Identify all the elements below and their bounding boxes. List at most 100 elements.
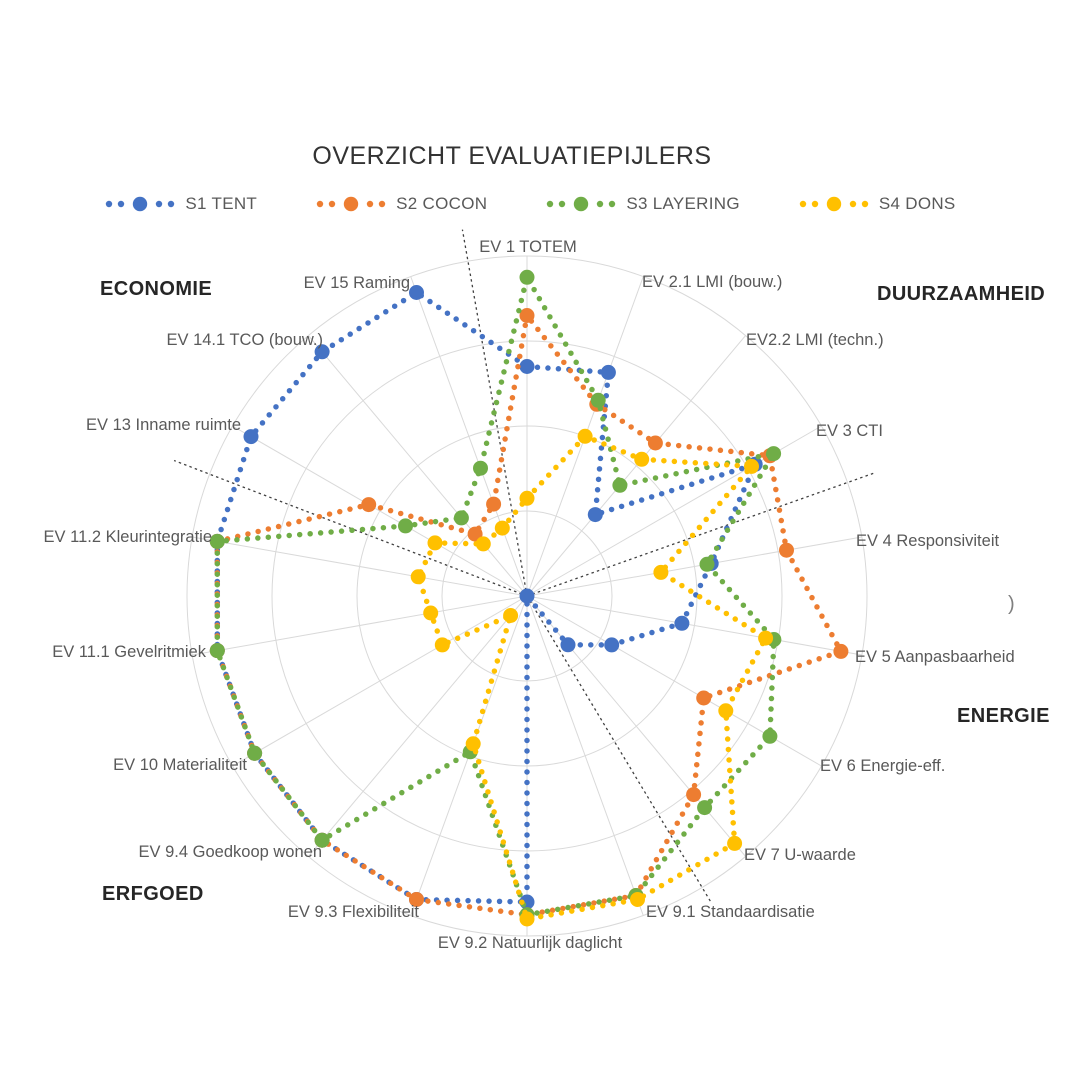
data-point-s1-tent-axis17 <box>409 285 424 300</box>
axis-label-8: EV 9.1 Standaardisatie <box>646 903 815 921</box>
legend-item-s4-dons[interactable]: S4 DONS <box>798 194 956 214</box>
data-point-s3-layering-axis16 <box>453 510 469 526</box>
category-label-energie: ENERGIE <box>957 705 1050 727</box>
category-label-duurzaamheid: DUURZAAMHEID <box>877 283 1046 305</box>
data-point-s2-cocon-axis5 <box>833 643 849 659</box>
data-point-s1-tent-axis5 <box>674 615 690 631</box>
data-point-s4-dons-axis3 <box>744 458 759 474</box>
axis-spoke <box>308 595 528 857</box>
axis-spoke <box>192 595 528 656</box>
data-point-s3-layering-axis0 <box>519 269 535 285</box>
sector-divider <box>526 472 875 597</box>
data-point-s1-tent-axis2 <box>587 507 603 523</box>
data-point-s1-tent-axis8 <box>519 588 535 604</box>
data-point-s2-cocon-axis2 <box>647 435 663 451</box>
data-point-s3-layering-axis14 <box>209 533 225 549</box>
axis-label-14: EV 11.2 Kleurintegratie <box>44 528 212 546</box>
legend-label: S2 COCON <box>396 194 488 213</box>
data-point-s4-dons-axis4 <box>653 564 669 580</box>
axis-spoke <box>410 276 528 597</box>
axis-label-11: EV 9.4 Goedkoop wonen <box>139 843 322 861</box>
data-point-s4-dons-axis6 <box>718 703 734 719</box>
data-point-s4-dons-axis5 <box>758 630 774 646</box>
axis-label-17: EV 15 Raming <box>304 274 410 292</box>
data-point-s4-dons-axis12 <box>434 637 450 653</box>
chart-legend: S1 TENT S2 COCON S3 LAYERING S4 DONS <box>0 194 1060 214</box>
series-line-s1-tent <box>214 289 761 905</box>
data-point-s3-layering-axis12 <box>247 745 263 761</box>
axis-label-12: EV 10 Materialiteit <box>113 756 247 774</box>
category-label-erfgoed: ERFGOED <box>102 883 204 905</box>
axis-label-3: EV 3 CTI <box>816 422 883 440</box>
data-point-s1-tent-axis7 <box>560 637 576 653</box>
data-point-s4-dons-axis7 <box>727 835 743 851</box>
data-point-s2-cocon-axis0 <box>519 308 535 323</box>
axis-label-13: EV 11.1 Gevelritmiek <box>52 643 207 661</box>
data-point-s2-cocon-axis7 <box>686 787 702 803</box>
legend-item-s3-layering[interactable]: S3 LAYERING <box>545 194 740 214</box>
legend-marker-icon <box>106 196 175 212</box>
data-point-s3-layering-axis1 <box>590 392 606 408</box>
data-point-s1-tent-axis16 <box>314 344 330 360</box>
data-point-s3-layering-axis11 <box>314 832 330 848</box>
data-point-s4-dons-axis13 <box>423 605 439 621</box>
data-point-s3-layering-axis17 <box>473 460 488 476</box>
data-point-s4-dons-axis2 <box>634 451 650 467</box>
data-point-s2-cocon-axis16 <box>467 526 483 542</box>
legend-marker-icon <box>316 196 386 212</box>
data-point-s4-dons-axis11 <box>503 608 519 623</box>
data-point-s2-cocon-axis6 <box>696 690 712 706</box>
legend-marker-icon <box>799 196 869 212</box>
data-point-s4-dons-axis14 <box>410 569 426 585</box>
axis-label-9: EV 9.2 Natuurlijk daglicht <box>438 934 623 952</box>
legend-label: S4 DONS <box>878 194 956 213</box>
axis-spoke <box>192 536 528 597</box>
chart-title: OVERZICHT EVALUATIEPIJLERS <box>312 142 712 170</box>
data-point-s4-dons-axis0 <box>519 490 535 506</box>
legend-item-s2-cocon[interactable]: S2 COCON <box>315 194 487 214</box>
data-point-s1-tent-axis6 <box>604 637 620 653</box>
axis-spoke <box>232 425 528 597</box>
axis-spoke <box>232 595 528 767</box>
data-point-s2-cocon-axis15 <box>361 497 377 513</box>
data-point-s1-tent-axis1 <box>600 364 616 380</box>
data-point-s3-layering-axis13 <box>209 643 225 659</box>
data-point-s3-layering-axis4 <box>699 556 715 572</box>
axis-spoke <box>526 536 862 597</box>
axis-spoke <box>526 595 862 656</box>
axis-spoke <box>526 595 746 857</box>
axis-spoke <box>526 335 746 597</box>
axis-spoke <box>308 335 528 597</box>
data-point-s3-layering-axis15 <box>398 518 413 534</box>
axis-label-5: EV 5 Aanpasbaarheid <box>855 648 1015 666</box>
sector-divider <box>461 229 528 597</box>
data-point-s4-dons-axis1 <box>577 428 593 444</box>
data-point-s4-dons-axis8 <box>630 892 645 907</box>
data-point-s4-dons-axis16 <box>475 536 491 552</box>
axis-label-2: EV2.2 LMI (techn.) <box>746 331 884 349</box>
data-point-s3-layering-axis7 <box>697 800 713 816</box>
data-point-s1-tent-axis15 <box>243 429 259 445</box>
axis-label-7: EV 7 U-waarde <box>744 846 856 864</box>
data-point-s2-cocon-axis10 <box>409 892 424 907</box>
legend-label: S3 LAYERING <box>626 194 740 213</box>
axis-label-16: EV 14.1 TCO (bouw.) <box>166 331 323 349</box>
legend-label: S1 TENT <box>185 194 258 213</box>
data-point-s2-cocon-axis4 <box>779 542 794 558</box>
axis-label-0: EV 1 TOTEM <box>479 238 577 256</box>
data-point-s4-dons-axis15 <box>427 535 443 551</box>
series-line-s3-layering <box>214 269 780 918</box>
stray-parenthesis: ) <box>1008 593 1015 615</box>
legend-item-s1-tent[interactable]: S1 TENT <box>104 194 257 214</box>
axis-label-15: EV 13 Inname ruimte <box>86 416 241 434</box>
axis-label-6: EV 6 Energie-eff. <box>820 757 945 775</box>
data-point-s3-layering-axis3 <box>766 446 782 462</box>
data-point-s2-cocon-axis17 <box>486 496 502 512</box>
data-point-s4-dons-axis9 <box>519 911 535 927</box>
category-label-economie: ECONOMIE <box>100 278 213 300</box>
axis-label-4: EV 4 Responsiviteit <box>856 532 999 550</box>
data-point-s3-layering-axis6 <box>762 728 778 744</box>
data-point-s4-dons-axis17 <box>494 520 510 536</box>
